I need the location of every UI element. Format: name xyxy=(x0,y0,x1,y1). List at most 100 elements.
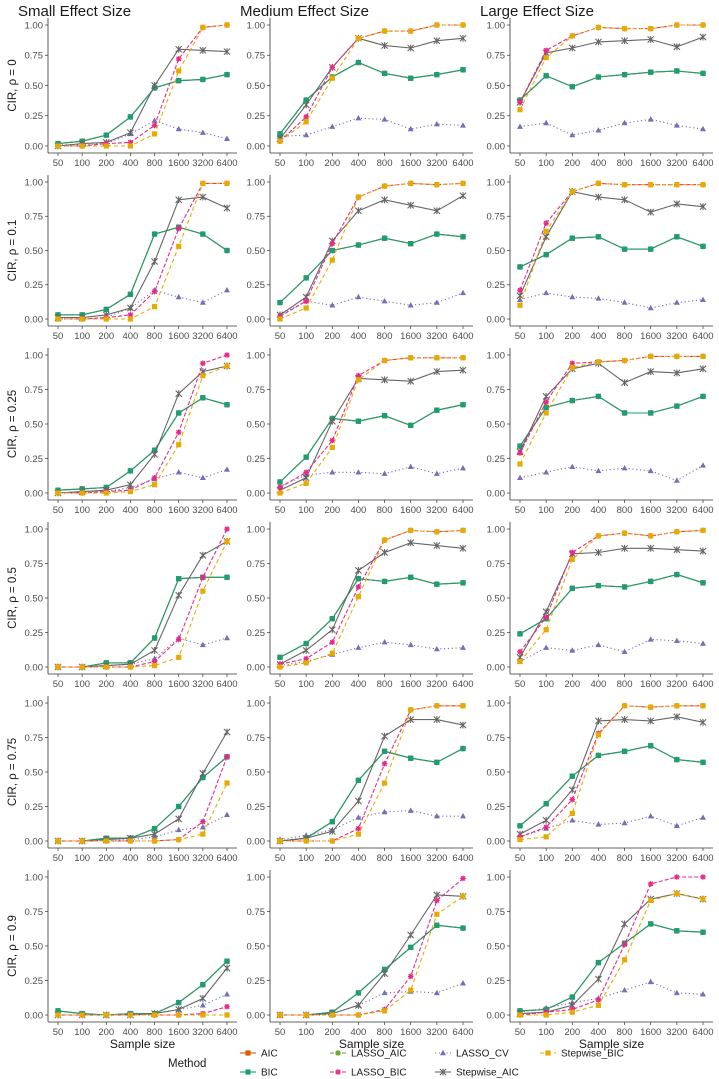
x-tick-label: 1600 xyxy=(640,1027,661,1038)
point-bic xyxy=(329,616,335,622)
series-stepwise-aic xyxy=(276,539,467,668)
x-tick-label: 3200 xyxy=(666,331,687,342)
series-line xyxy=(280,924,464,1016)
y-tick-label: 1.00 xyxy=(247,350,266,361)
point-stepwise-bic xyxy=(303,305,309,311)
x-tick-label: 400 xyxy=(122,1027,138,1038)
y-tick-label: 0.50 xyxy=(247,81,266,92)
point-lasso-cv xyxy=(700,125,706,132)
point-bic xyxy=(569,994,575,1000)
point-stepwise-bic xyxy=(621,357,628,364)
series-line xyxy=(279,810,463,841)
x-tick-label: 200 xyxy=(564,853,580,864)
x-tick-label: 200 xyxy=(98,679,114,690)
column-title: Medium Effect Size xyxy=(240,3,369,20)
series-lasso-cv xyxy=(277,807,466,842)
point-stepwise-bic xyxy=(700,527,706,533)
point-lasso-cv xyxy=(673,477,680,483)
point-bic xyxy=(648,921,654,927)
point-lasso-bic xyxy=(355,372,362,379)
x-tick-label: 50 xyxy=(515,505,526,516)
x-tick-label: 200 xyxy=(324,505,340,516)
point-bic xyxy=(127,114,134,120)
y-tick-label: 0.25 xyxy=(25,802,44,813)
point-bic xyxy=(595,234,602,240)
y-tick-label: 1.00 xyxy=(487,20,506,31)
point-bic xyxy=(595,74,602,80)
point-lasso-cv xyxy=(199,129,206,135)
point-stepwise-bic xyxy=(674,22,680,28)
point-stepwise-bic xyxy=(434,22,440,28)
point-stepwise-bic xyxy=(127,664,134,670)
point-lasso-cv xyxy=(543,469,550,475)
point-stepwise-aic xyxy=(647,208,655,216)
series-line xyxy=(519,118,704,136)
series-line xyxy=(58,541,228,668)
x-tick-label: 1600 xyxy=(168,853,189,864)
x-tick-label: 50 xyxy=(275,1027,286,1038)
point-lasso-bic xyxy=(329,64,336,71)
point-stepwise-bic xyxy=(434,355,440,361)
point-lasso-cv xyxy=(303,131,310,138)
x-tick-label: 400 xyxy=(590,505,606,516)
series-stepwise-aic xyxy=(276,891,467,1019)
point-lasso-cv xyxy=(700,640,706,646)
point-stepwise-aic xyxy=(354,566,362,574)
point-stepwise-aic xyxy=(126,129,134,137)
x-tick-label: 50 xyxy=(275,158,286,169)
series-line xyxy=(519,292,704,309)
series-stepwise-bic xyxy=(517,22,706,113)
series-lasso-aic xyxy=(517,571,706,637)
point-stepwise-bic xyxy=(277,1012,283,1018)
x-tick-label: 6400 xyxy=(452,331,473,342)
y-tick-label: 0.25 xyxy=(247,802,266,813)
point-stepwise-bic xyxy=(621,703,628,709)
series-line xyxy=(519,893,704,1015)
x-tick-label: 100 xyxy=(74,505,90,516)
point-stepwise-aic xyxy=(175,591,183,599)
series-line xyxy=(279,233,464,303)
point-bic xyxy=(151,825,158,832)
point-stepwise-bic xyxy=(569,556,575,562)
y-tick-label: 0.50 xyxy=(25,419,44,430)
x-tick-label: 200 xyxy=(324,679,340,690)
point-stepwise-aic xyxy=(175,45,183,53)
point-lasso-bic xyxy=(517,649,523,655)
x-tick-label: 100 xyxy=(74,158,90,169)
y-tick-label: 0.50 xyxy=(487,81,506,92)
point-stepwise-aic xyxy=(328,417,336,425)
point-stepwise-bic xyxy=(434,703,440,709)
x-tick-label: 400 xyxy=(122,679,138,690)
point-lasso-bic xyxy=(175,636,182,643)
point-lasso-cv xyxy=(440,1049,446,1056)
point-lasso-cv xyxy=(673,122,680,128)
series-stepwise-bic xyxy=(517,703,706,843)
point-lasso-cv xyxy=(329,302,336,308)
point-stepwise-bic xyxy=(176,442,182,448)
point-stepwise-bic xyxy=(674,182,680,188)
series-stepwise-bic xyxy=(55,22,230,149)
point-stepwise-bic xyxy=(595,24,602,31)
point-lasso-cv xyxy=(199,474,206,481)
point-stepwise-aic xyxy=(594,717,602,725)
point-lasso-bic xyxy=(434,897,440,904)
point-bic xyxy=(355,576,362,582)
y-tick-label: 0.25 xyxy=(247,111,266,122)
point-stepwise-bic xyxy=(434,529,440,535)
y-tick-label: 1.00 xyxy=(487,698,506,709)
panel-r5-c1: 0.00 0.25 0.50 0.75 1.00 50 100 200 400 800 1600 32… xyxy=(25,696,238,864)
point-bic xyxy=(381,966,388,973)
point-bic xyxy=(355,418,362,424)
point-stepwise-bic xyxy=(79,664,85,670)
x-tick-label: 100 xyxy=(298,1027,314,1038)
point-lasso-bic xyxy=(543,220,549,226)
series-line xyxy=(519,236,704,268)
point-stepwise-aic xyxy=(151,82,159,89)
x-tick-label: 400 xyxy=(590,331,606,342)
panel-r1-c3: 0.00 0.25 0.50 0.75 1.00 50 100 200 400 800 1600 32… xyxy=(487,18,714,169)
series-lasso-bic xyxy=(277,702,466,844)
legend-entry-lasso-aic: LASSO_AIC xyxy=(330,1049,407,1060)
point-stepwise-aic xyxy=(354,797,362,805)
x-tick-label: 800 xyxy=(377,853,393,864)
series-line xyxy=(280,924,464,1016)
